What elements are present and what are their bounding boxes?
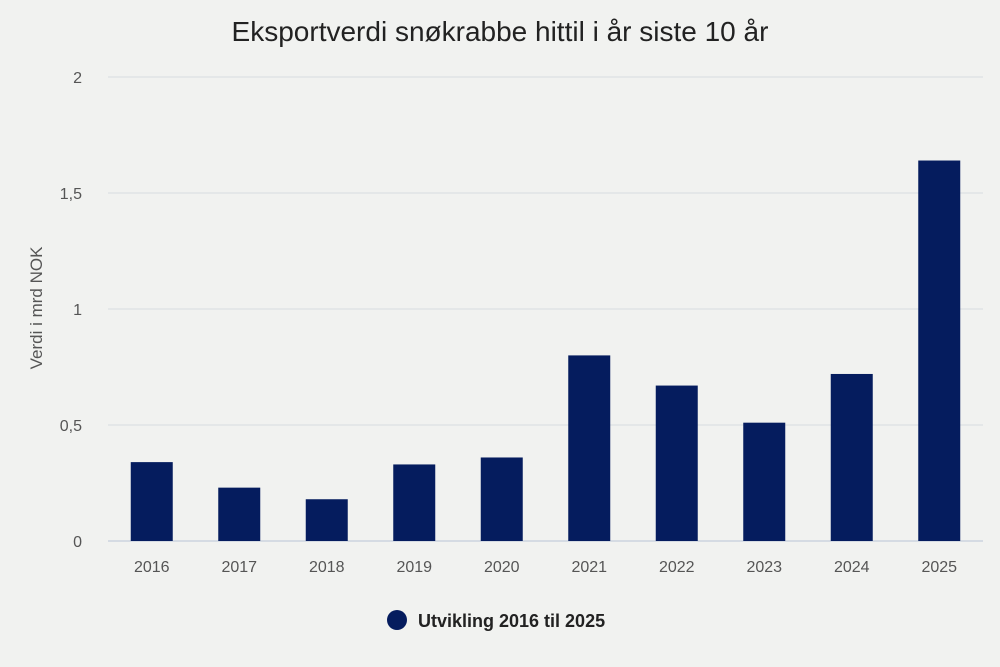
y-tick-label: 1,5 <box>60 186 82 203</box>
x-tick-label: 2021 <box>571 559 607 576</box>
y-tick-label: 0 <box>73 534 82 551</box>
x-tick-label: 2024 <box>834 559 870 576</box>
y-axis-label: Verdi i mrd NOK <box>27 246 46 369</box>
x-tick-label: 2025 <box>921 559 957 576</box>
x-tick-label: 2019 <box>396 559 432 576</box>
bars <box>130 160 961 541</box>
x-tick-label: 2018 <box>309 559 345 576</box>
bar-2021[interactable] <box>568 355 611 541</box>
bar-2016[interactable] <box>130 462 173 541</box>
chart-title: Eksportverdi snøkrabbe hittil i år siste… <box>232 16 769 47</box>
y-tick-label: 2 <box>73 70 82 87</box>
bar-2017[interactable] <box>218 487 261 541</box>
x-tick-label: 2016 <box>134 559 170 576</box>
x-tick-label: 2020 <box>484 559 520 576</box>
bar-2020[interactable] <box>480 457 523 541</box>
legend[interactable]: Utvikling 2016 til 2025 <box>387 610 605 631</box>
bar-2022[interactable] <box>655 385 698 541</box>
bar-2025[interactable] <box>918 160 961 541</box>
bar-2024[interactable] <box>830 373 873 541</box>
y-tick-label: 0,5 <box>60 418 82 435</box>
bar-2018[interactable] <box>305 499 348 541</box>
legend-marker <box>387 610 407 630</box>
x-tick-label: 2017 <box>221 559 257 576</box>
bar-2019[interactable] <box>393 464 436 541</box>
y-axis-ticks: 0 0,5 1 1,5 2 <box>60 70 82 551</box>
x-axis-ticks: 2016 2017 2018 2019 2020 2021 2022 2023 2024 2025 <box>134 559 957 576</box>
legend-label: Utvikling 2016 til 2025 <box>418 611 605 631</box>
x-tick-label: 2023 <box>746 559 782 576</box>
y-tick-label: 1 <box>73 302 82 319</box>
x-tick-label: 2022 <box>659 559 695 576</box>
bar-2023[interactable] <box>743 422 786 541</box>
